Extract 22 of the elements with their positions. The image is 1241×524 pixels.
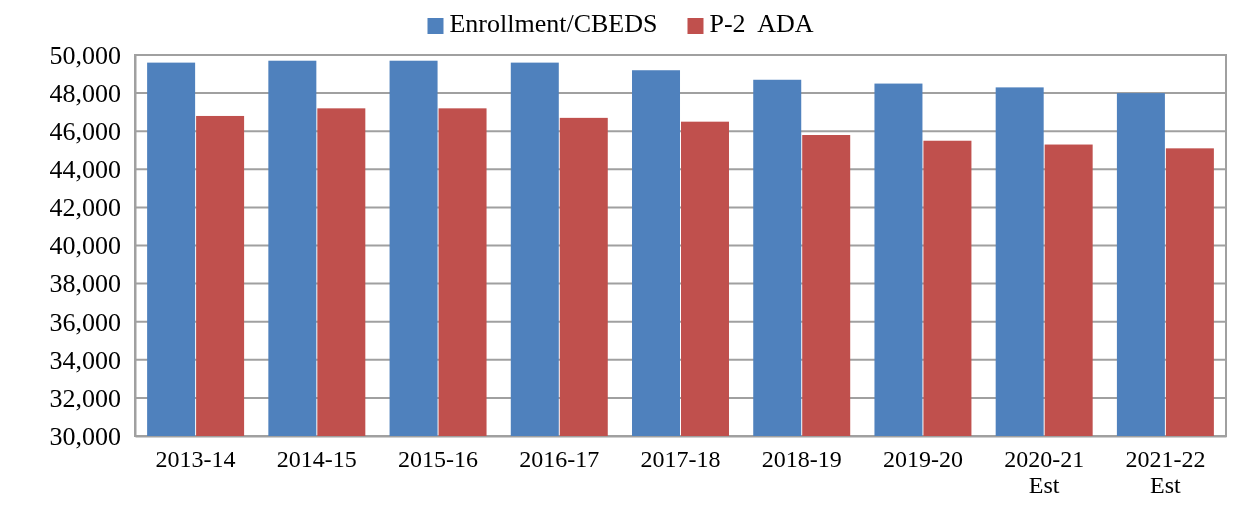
y-tick-label: 34,000 — [49, 345, 121, 375]
y-tick-label: 48,000 — [49, 78, 121, 108]
y-tick-label: 36,000 — [49, 307, 121, 337]
x-tick-label: 2019-20 — [882, 446, 963, 473]
x-tick-label: 2020-21 Est — [1004, 446, 1085, 499]
x-tick-label: 2013-14 — [155, 446, 236, 473]
legend-label: Enrollment/CBEDS — [449, 9, 658, 38]
y-tick-label: 44,000 — [49, 155, 121, 185]
x-tick-label: 2018-19 — [761, 446, 842, 473]
x-tick-label: 2015-16 — [398, 446, 479, 473]
y-tick-label: 30,000 — [49, 421, 121, 451]
y-tick-label: 50,000 — [49, 40, 121, 70]
x-tick-label: 2017-18 — [640, 446, 721, 473]
y-tick-label: 42,000 — [49, 193, 121, 223]
y-tick-label: 46,000 — [49, 117, 121, 147]
legend-label: P-2 ADA — [709, 9, 814, 38]
y-tick-label: 32,000 — [49, 383, 121, 413]
x-tick-label: 2014-15 — [276, 446, 357, 473]
x-tick-label: 2016-17 — [519, 446, 600, 473]
y-tick-label: 40,000 — [49, 231, 121, 261]
x-tick-label: 2021-22 Est — [1125, 446, 1206, 499]
y-tick-label: 38,000 — [49, 269, 121, 299]
